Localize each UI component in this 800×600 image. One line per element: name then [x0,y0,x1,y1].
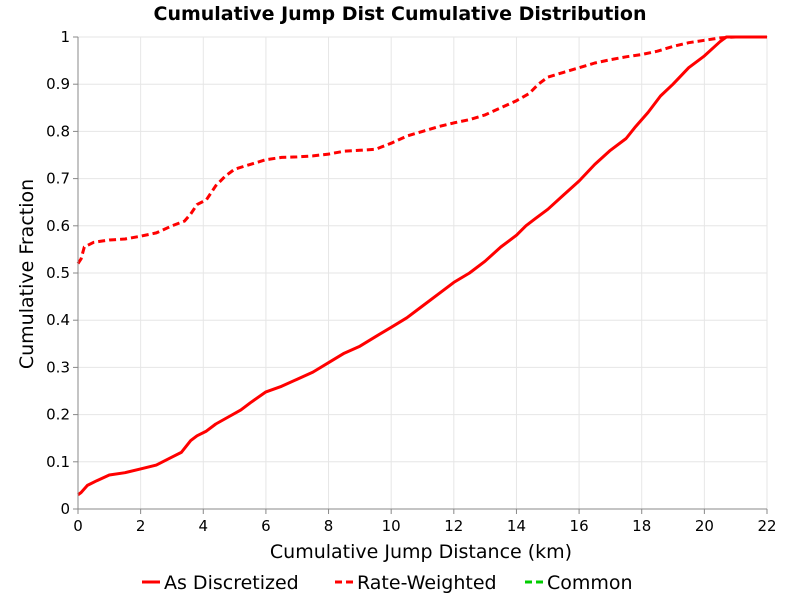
legend: As Discretized Rate-Weighted Common [142,572,633,594]
y-tick-label: 0.1 [46,453,70,471]
y-tick-label: 0.9 [46,75,70,93]
x-tick-label: 4 [198,517,208,535]
series-line-0 [77,35,767,497]
x-tick-label: 12 [444,517,463,535]
x-tick-label: 22 [757,517,776,535]
legend-label-2: Common [547,572,633,594]
x-tick-label: 0 [73,517,83,535]
y-tick-label: 0.2 [46,406,70,424]
legend-label-0: As Discretized [164,572,299,594]
y-tick-label: 0.4 [46,311,70,329]
y-tick-label: 0 [60,500,70,518]
x-tick-label: 6 [261,517,271,535]
y-tick-label: 0.8 [46,122,70,140]
legend-label-1: Rate-Weighted [357,572,497,594]
y-tick-label: 0.5 [46,264,70,282]
y-axis-ticks: 0 0.1 0.2 0.3 0.4 0.5 0.6 0.7 0.8 0.9 1 [46,28,78,518]
x-tick-label: 10 [382,517,401,535]
x-tick-label: 14 [507,517,526,535]
y-tick-label: 1 [60,28,70,46]
y-tick-label: 0.7 [46,170,70,188]
y-tick-label: 0.6 [46,217,70,235]
x-tick-label: 2 [136,517,146,535]
x-tick-label: 16 [570,517,589,535]
chart-title: Cumulative Jump Dist Cumulative Distribu… [154,3,647,25]
x-tick-label: 20 [695,517,714,535]
y-tick-label: 0.3 [46,358,70,376]
x-axis-label: Cumulative Jump Distance (km) [270,541,572,563]
x-tick-label: 18 [632,517,651,535]
x-axis-ticks: 0 2 4 6 8 10 12 14 16 18 20 22 [73,509,777,535]
series-layer [76,35,767,497]
x-tick-label: 8 [324,517,334,535]
y-axis-label: Cumulative Fraction [16,179,38,369]
